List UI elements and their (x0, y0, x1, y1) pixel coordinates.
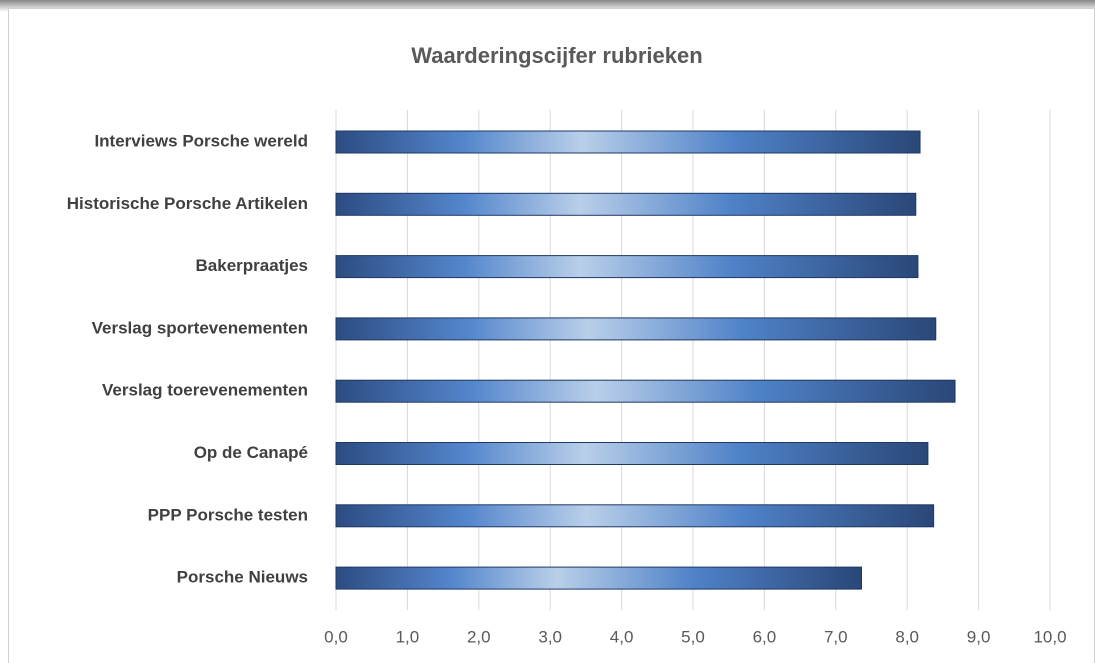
bar (335, 442, 929, 465)
x-tick-label: 6,0 (753, 627, 777, 646)
bar (335, 566, 863, 590)
category-label: Verslag toerevenementen (102, 381, 308, 400)
bar (335, 130, 921, 154)
x-tick-label: 3,0 (538, 627, 562, 646)
category-label: Historische Porsche Artikelen (67, 194, 308, 213)
bar (335, 192, 917, 216)
x-tick-label: 5,0 (681, 627, 705, 646)
bar (335, 255, 919, 279)
category-label: Bakerpraatjes (196, 256, 308, 275)
x-tick-label: 1,0 (396, 627, 420, 646)
bar (335, 504, 935, 528)
category-label: PPP Porsche testen (148, 505, 308, 524)
category-label: Interviews Porsche wereld (94, 131, 308, 150)
bar (335, 317, 937, 341)
x-tick-label: 4,0 (610, 627, 634, 646)
x-tick-label: 10,0 (1033, 627, 1066, 646)
category-label: Porsche Nieuws (177, 568, 308, 587)
x-tick-label: 2,0 (467, 627, 491, 646)
category-label: Op de Canapé (194, 443, 308, 462)
chart-title: Waarderingscijfer rubrieken (411, 43, 702, 68)
x-tick-label: 9,0 (967, 627, 991, 646)
x-tick-label: 0,0 (324, 627, 348, 646)
category-label: Verslag sportevenementen (92, 318, 308, 337)
bar (335, 379, 956, 403)
x-tick-label: 7,0 (824, 627, 848, 646)
x-tick-label: 8,0 (895, 627, 919, 646)
